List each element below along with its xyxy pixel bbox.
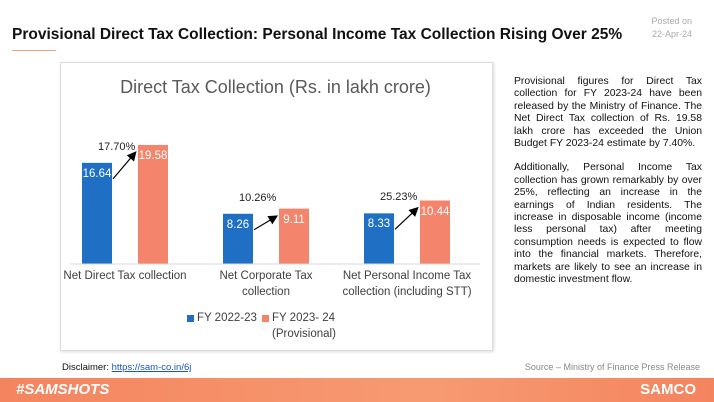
legend-label: FY 2023- 24 (Provisional): [272, 312, 336, 340]
data-label: 10.44: [420, 205, 450, 218]
brand: SAMCO: [640, 381, 696, 398]
bar: [223, 213, 253, 264]
legend-swatch: [187, 315, 194, 322]
hashtag: #SAMSHOTS: [16, 381, 110, 398]
disclaimer-link[interactable]: https://sam-co.in/6j: [111, 362, 192, 373]
data-label: 9.11: [283, 213, 305, 226]
data-label: 8.33: [367, 218, 391, 231]
paragraph: Additionally, Personal Income Tax collec…: [514, 162, 702, 286]
footer-band: [0, 378, 714, 402]
bar: [138, 144, 168, 264]
annotation: 25.23%: [380, 191, 418, 204]
bar: [82, 162, 112, 264]
chart-title: Direct Tax Collection (Rs. in lakh crore…: [120, 77, 431, 97]
x-tick-label: Net Corporate Tax collection: [219, 270, 313, 298]
legend-swatch: [262, 315, 269, 322]
annotation: 17.70%: [98, 140, 136, 153]
x-tick-label: Net Direct Tax collection: [63, 270, 187, 282]
title-rule: [12, 50, 56, 51]
page-title: Provisional Direct Tax Collection: Perso…: [12, 26, 623, 43]
data-label: 16.64: [82, 167, 112, 180]
disclaimer-label: Disclaimer:: [62, 362, 109, 373]
data-label: 19.58: [138, 149, 168, 162]
paragraph: Provisional figures for Direct Tax colle…: [514, 76, 702, 150]
bar: [364, 213, 394, 264]
disclaimer: Disclaimer: https://sam-co.in/6j: [62, 362, 191, 373]
growth-arrow: [112, 151, 137, 180]
bar: [279, 208, 309, 264]
bar: [420, 200, 450, 264]
annotation: 10.26%: [239, 191, 277, 204]
posted-date: 22-Apr-24: [651, 29, 692, 39]
source: Source – Ministry of Finance Press Relea…: [524, 362, 700, 372]
growth-arrow: [253, 215, 279, 231]
description: Provisional figures for Direct Tax colle…: [514, 76, 702, 299]
legend-label: FY 2022-23: [197, 312, 257, 324]
data-label: 8.26: [226, 218, 250, 231]
x-tick-label: Net Personal Income Tax collection (incl…: [342, 270, 472, 298]
chart-frame: [60, 62, 493, 351]
growth-arrow: [394, 206, 419, 230]
posted-label: Posted on: [651, 16, 692, 26]
